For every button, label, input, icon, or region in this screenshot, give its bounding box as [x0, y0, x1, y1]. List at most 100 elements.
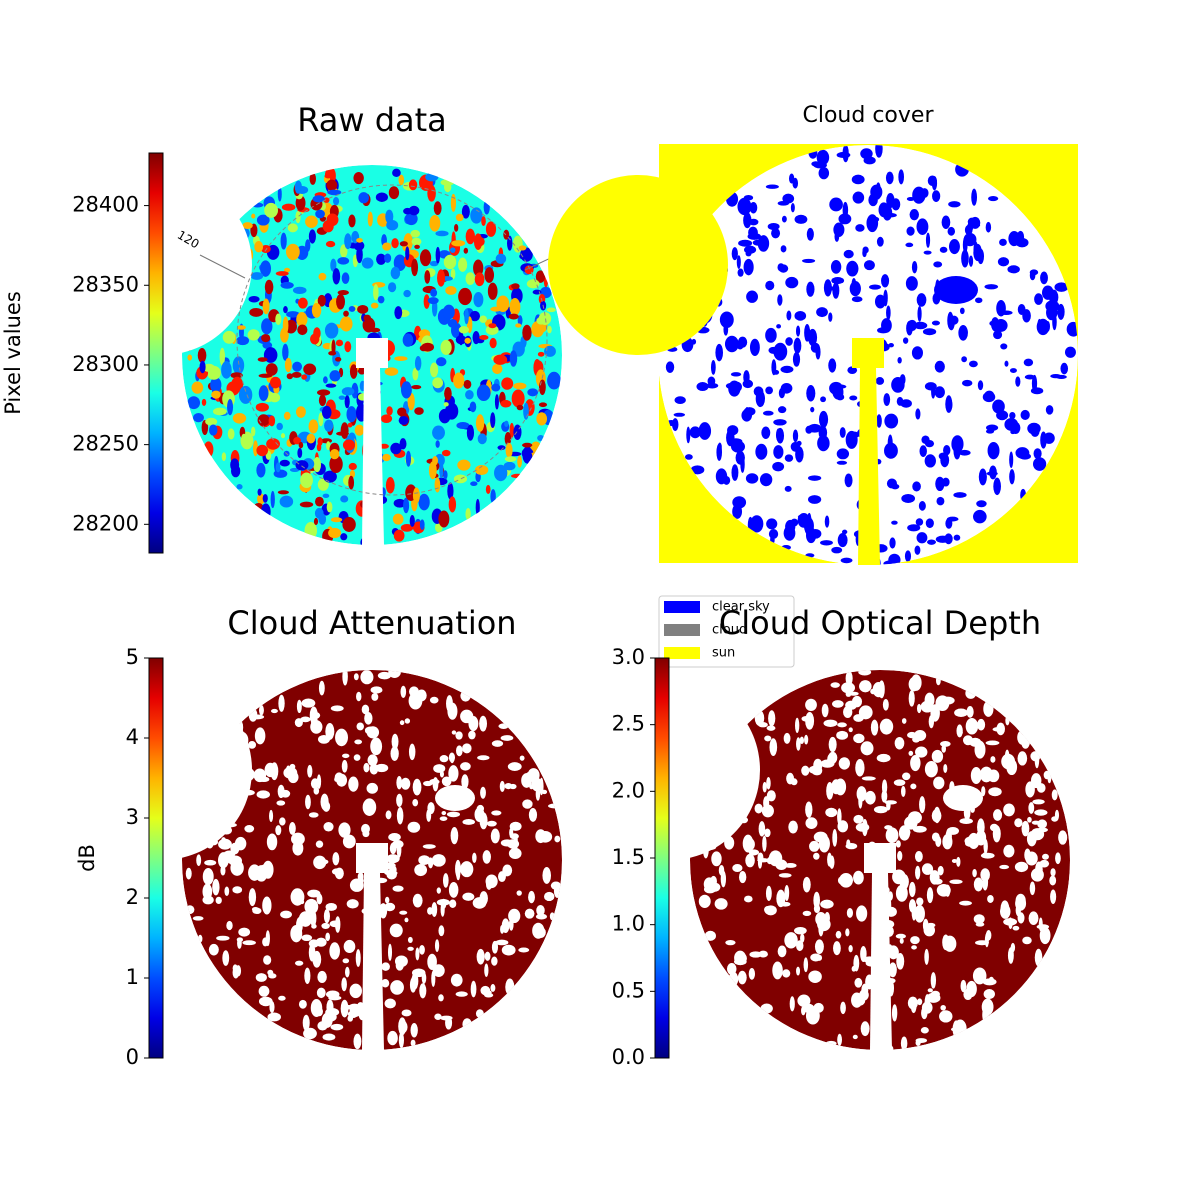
image-blob	[398, 415, 409, 425]
image-blob	[403, 497, 410, 514]
image-blob	[297, 324, 308, 336]
image-blob	[777, 200, 790, 206]
image-blob	[915, 746, 928, 758]
image-blob	[914, 850, 923, 863]
image-blob	[475, 1009, 484, 1018]
image-blob	[1029, 269, 1039, 276]
image-blob	[830, 260, 842, 274]
image-blob	[354, 424, 365, 436]
image-blob	[940, 453, 950, 468]
image-blob	[509, 833, 519, 840]
colorbar-tick-label: 2	[126, 885, 139, 909]
image-blob	[485, 484, 491, 494]
image-blob	[755, 443, 768, 460]
image-blob	[433, 764, 446, 773]
image-blob	[462, 743, 472, 754]
image-blob	[369, 763, 379, 775]
image-blob	[875, 377, 885, 385]
image-blob	[1050, 373, 1062, 379]
image-blob	[813, 831, 828, 843]
image-blob	[473, 233, 483, 250]
image-blob	[288, 821, 296, 835]
image-blob	[836, 460, 848, 465]
image-blob	[916, 703, 922, 714]
image-blob	[924, 948, 929, 965]
image-blob	[925, 232, 931, 248]
image-blob	[299, 501, 314, 508]
image-blob	[342, 670, 348, 686]
colorbar-tick-label: 5	[126, 645, 139, 669]
image-blob	[965, 717, 979, 735]
image-blob	[750, 515, 764, 533]
image-blob	[385, 810, 392, 820]
image-blob	[517, 455, 522, 468]
image-blob	[841, 529, 848, 535]
image-blob	[910, 754, 921, 772]
image-blob	[419, 983, 427, 999]
image-blob	[310, 778, 320, 789]
image-blob	[296, 312, 308, 327]
image-blob	[316, 389, 331, 396]
image-blob	[507, 762, 522, 771]
image-blob	[927, 539, 936, 545]
image-blob	[414, 863, 428, 877]
image-blob	[403, 207, 412, 215]
image-blob	[193, 412, 204, 423]
image-blob	[757, 852, 764, 864]
image-blob	[1050, 868, 1056, 877]
image-blob	[270, 708, 278, 714]
image-blob	[1049, 875, 1057, 886]
image-blob	[943, 444, 951, 456]
image-blob	[486, 820, 497, 827]
image-blob	[497, 445, 506, 451]
image-blob	[284, 357, 292, 373]
image-blob	[528, 890, 535, 904]
image-blob	[982, 391, 996, 403]
image-blob	[912, 825, 927, 833]
image-blob	[388, 670, 401, 678]
image-blob	[749, 338, 760, 356]
image-blob	[494, 464, 508, 482]
image-blob	[1024, 374, 1036, 380]
image-blob	[1000, 904, 1011, 919]
image-blob	[517, 315, 523, 326]
image-blob	[810, 953, 822, 962]
image-blob	[960, 979, 967, 993]
image-blob	[1039, 927, 1051, 945]
image-blob	[839, 427, 846, 438]
image-blob	[805, 817, 818, 829]
image-blob	[223, 850, 236, 858]
image-blob	[498, 723, 509, 729]
image-blob	[833, 390, 844, 397]
image-blob	[918, 501, 926, 511]
image-blob	[502, 864, 513, 877]
image-blob	[187, 396, 201, 410]
image-blob	[990, 756, 996, 763]
image-blob	[1020, 409, 1030, 421]
image-blob	[754, 803, 763, 814]
image-blob	[968, 255, 974, 267]
image-blob	[858, 670, 872, 676]
image-blob	[485, 325, 499, 335]
image-blob	[248, 740, 257, 749]
image-blob	[772, 961, 783, 980]
image-blob	[785, 276, 799, 289]
legend-swatch	[664, 624, 700, 636]
image-blob	[221, 361, 232, 379]
image-blob	[931, 832, 940, 842]
mast	[858, 368, 880, 565]
image-blob	[1012, 925, 1020, 931]
image-blob	[911, 346, 923, 360]
image-blob	[823, 279, 832, 297]
colorbar	[148, 657, 164, 1059]
image-blob	[971, 188, 978, 206]
image-blob	[495, 939, 509, 946]
image-blob	[506, 839, 520, 849]
image-blob	[439, 460, 444, 479]
image-blob	[203, 441, 214, 458]
image-blob	[737, 268, 744, 277]
image-blob	[255, 402, 269, 412]
image-blob	[407, 936, 413, 943]
image-blob	[414, 356, 422, 371]
image-blob	[427, 802, 435, 815]
